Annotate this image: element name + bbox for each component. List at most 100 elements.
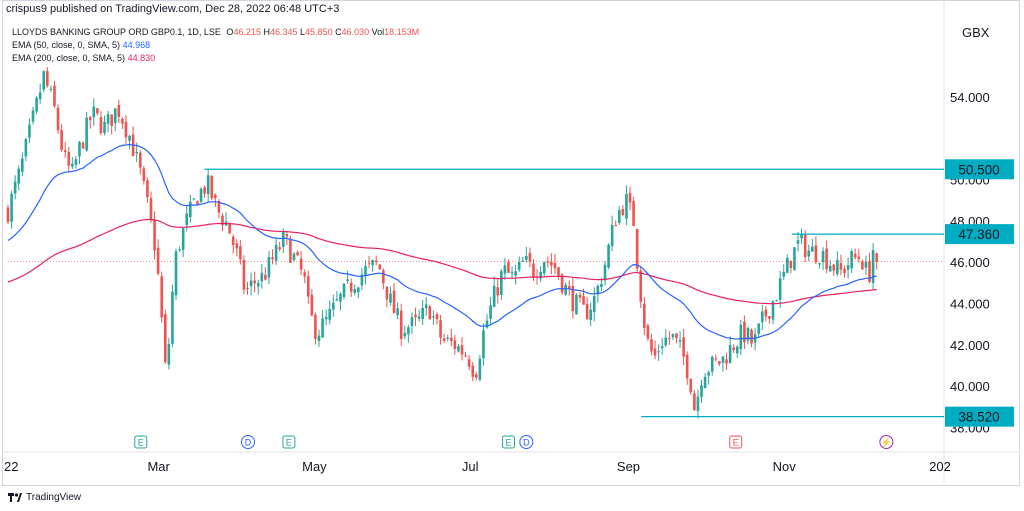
candle-body	[410, 316, 414, 326]
tradingview-footer[interactable]: TradingView	[8, 492, 81, 503]
chart-frame	[2, 0, 1020, 486]
candle-body	[342, 283, 346, 297]
candle-body	[800, 233, 803, 239]
candle-body	[693, 393, 696, 411]
candle-body	[596, 285, 600, 295]
candle-body	[628, 192, 632, 203]
candle-body	[464, 355, 467, 357]
candle-body	[578, 294, 582, 298]
candle-body	[385, 286, 389, 300]
candle-body	[228, 222, 231, 234]
candle-body	[181, 228, 185, 250]
candle-body	[317, 335, 321, 342]
candle-body	[289, 239, 292, 263]
candle-body	[492, 285, 496, 307]
candle-body	[242, 259, 246, 290]
published-note: crispus9 published on TradingView.com, D…	[6, 3, 340, 15]
candle-body	[657, 351, 660, 353]
symbol-legend-row[interactable]: LLOYDS BANKING GROUP ORD GBP0.1, 1D, LSE…	[12, 26, 419, 39]
candle-body	[432, 316, 435, 318]
ema200-legend-row[interactable]: EMA (200, close, 0, SMA, 5) 44.830	[12, 52, 419, 65]
candle-body	[389, 293, 392, 303]
candle-body	[643, 303, 646, 328]
candle-body	[17, 168, 21, 184]
candle-body	[768, 316, 771, 319]
candle-body	[167, 343, 171, 365]
candle-body	[735, 346, 739, 354]
candle-body	[639, 270, 643, 302]
candle-body	[199, 188, 203, 202]
candle-body	[653, 348, 657, 356]
candle-body	[478, 358, 482, 380]
candle-body	[278, 247, 281, 250]
candle-body	[10, 193, 13, 222]
candle-body	[189, 201, 192, 217]
candle-body	[760, 311, 764, 323]
candle-body	[364, 265, 367, 276]
candle-body	[664, 337, 668, 346]
candle-body	[435, 314, 439, 320]
candle-body	[721, 356, 725, 363]
candle-body	[553, 262, 557, 269]
candle-body	[614, 225, 618, 227]
candle-body	[564, 284, 567, 295]
candle-body	[460, 345, 464, 355]
candle-body	[503, 265, 507, 274]
candle-body	[264, 274, 267, 280]
candle-body	[53, 85, 56, 107]
x-tick-label: May	[302, 459, 327, 474]
candle-body	[675, 333, 678, 339]
currency-label[interactable]: GBX	[962, 25, 990, 40]
candle-body	[632, 201, 635, 227]
candle-body	[728, 345, 732, 364]
candle-body	[764, 309, 768, 317]
candle-body	[542, 262, 546, 274]
candle-body	[206, 175, 210, 195]
candle-body	[321, 318, 324, 338]
candle-body	[682, 337, 685, 357]
candle-body	[271, 257, 274, 260]
event-marker-label: E	[286, 438, 292, 448]
candle-body	[285, 234, 289, 237]
candle-body	[685, 354, 689, 379]
candle-body	[371, 260, 374, 265]
ema200-value: 44.830	[127, 53, 156, 63]
candle-body	[24, 139, 28, 157]
close-value: 46.030	[341, 27, 370, 37]
candle-body	[474, 374, 478, 378]
candle-body	[775, 300, 778, 302]
level-badge	[945, 159, 1014, 180]
candle-body	[778, 278, 782, 300]
candle-body	[156, 247, 160, 274]
candle-body	[575, 294, 578, 315]
candle-body	[843, 268, 846, 274]
candle-body	[825, 248, 828, 270]
candle-body	[88, 117, 92, 121]
candle-body	[510, 272, 514, 274]
ema200-line	[7, 218, 877, 305]
high-value: 46.345	[269, 27, 298, 37]
candle-body	[178, 249, 181, 251]
level-badge	[945, 406, 1014, 427]
candle-body	[660, 346, 664, 348]
candle-body	[392, 290, 396, 314]
ema50-legend-row[interactable]: EMA (50, close, 0, SMA, 5) 44.968	[12, 39, 419, 52]
candle-body	[861, 261, 864, 270]
candle-body	[281, 231, 285, 247]
candle-body	[60, 129, 63, 150]
event-marker-label: E	[505, 438, 511, 448]
candle-body	[328, 308, 332, 320]
candle-body	[160, 276, 164, 318]
candle-body	[214, 194, 217, 199]
candle-body	[539, 271, 542, 279]
candle-body	[453, 340, 457, 349]
candle-body	[99, 116, 103, 133]
event-marker-label: E	[733, 438, 739, 448]
volume-value: 18.153M	[384, 27, 420, 37]
candle-body	[610, 224, 614, 247]
candle-body	[128, 135, 131, 141]
candle-body	[600, 283, 603, 287]
candle-body	[20, 158, 24, 172]
candle-body	[832, 264, 836, 271]
